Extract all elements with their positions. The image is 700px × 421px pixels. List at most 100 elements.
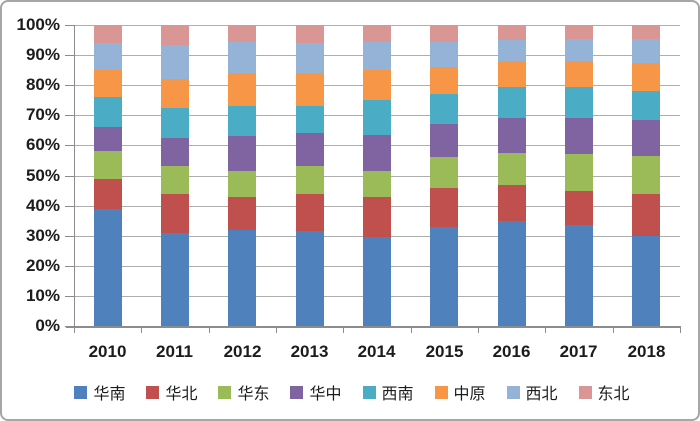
legend-item-华中: 华中: [290, 380, 342, 404]
bar-segment-华南-2016: [498, 220, 526, 326]
y-axis-tick-label: 30%: [25, 226, 60, 245]
bar-segment-华中-2011: [161, 137, 189, 167]
legend-swatch-icon: [362, 385, 376, 399]
bar-segment-华东-2016: [498, 152, 526, 185]
bar-segment-中原-2018: [632, 62, 660, 92]
bar-segment-西北-2014: [363, 41, 391, 71]
bar-segment-西南-2011: [161, 107, 189, 138]
bar-segment-华北-2014: [363, 196, 391, 238]
y-axis-tick-label: 20%: [25, 256, 60, 275]
y-axis-tick-label: 10%: [25, 286, 60, 305]
bar-segment-西北-2010: [94, 43, 122, 71]
bar-segment-华北-2016: [498, 184, 526, 221]
x-axis-category-label: 2013: [290, 342, 329, 361]
bar-segment-西南-2017: [565, 86, 593, 119]
bar-segment-华东-2013: [296, 166, 324, 194]
legend-swatch-icon: [146, 385, 160, 399]
bar-segment-西南-2010: [94, 97, 122, 128]
x-axis-tick: [141, 327, 142, 333]
x-axis-tick: [680, 327, 681, 333]
bar-segment-东北-2015: [430, 25, 458, 42]
bar-segment-西南-2014: [363, 100, 391, 135]
x-axis-category-label: 2011: [156, 342, 193, 361]
legend-swatch-icon: [74, 385, 88, 399]
bar-segment-华北-2010: [94, 178, 122, 209]
bar-segment-中原-2014: [363, 70, 391, 101]
bar-segment-西北-2015: [430, 41, 458, 68]
bar-segment-东北-2018: [632, 25, 660, 39]
bar-segment-西南-2018: [632, 91, 660, 120]
bar-segment-西北-2016: [498, 40, 526, 62]
y-axis-tick: [65, 25, 74, 26]
y-axis-tick-label: 40%: [25, 196, 60, 215]
stacked-bar-2016: [498, 25, 526, 326]
x-axis-category-label: 2018: [627, 342, 666, 361]
bar-segment-东北-2010: [94, 25, 122, 44]
bar-segment-华南-2010: [94, 208, 122, 326]
legend-item-西南: 西南: [362, 380, 414, 404]
bar-segment-华北-2011: [161, 193, 189, 233]
stacked-bar-2012: [228, 25, 256, 326]
y-axis-tick: [65, 236, 74, 237]
bar-segment-西南-2015: [430, 94, 458, 125]
bar-segment-中原-2013: [296, 73, 324, 107]
x-axis-category-label: 2017: [559, 342, 598, 361]
x-axis-tick: [411, 327, 412, 333]
legend-label: 华南: [93, 386, 126, 403]
bar-segment-西北-2011: [161, 44, 189, 80]
x-axis-tick: [613, 327, 614, 333]
x-axis-tick: [478, 327, 479, 333]
legend-label: 华中: [309, 386, 342, 403]
bar-segment-中原-2010: [94, 70, 122, 98]
legend: 华南 华北 华东 华中 西南 中原 西北 东北: [2, 380, 698, 404]
legend-swatch-icon: [218, 385, 232, 399]
stacked-bar-2011: [161, 25, 189, 326]
bar-segment-华南-2012: [228, 229, 256, 326]
x-axis-category-label: 2015: [425, 342, 464, 361]
y-axis-tick-label: 0%: [35, 316, 60, 335]
bar-segment-西南-2013: [296, 106, 324, 134]
stacked-bar-2010: [94, 25, 122, 326]
x-axis-tick: [276, 327, 277, 333]
y-axis-tick: [65, 85, 74, 86]
bar-segment-华东-2011: [161, 166, 189, 194]
bar-segment-华东-2018: [632, 155, 660, 194]
bar-segment-华中-2015: [430, 124, 458, 158]
y-axis-tick: [65, 266, 74, 267]
x-axis-tick: [343, 327, 344, 333]
bar-segment-华中-2014: [363, 134, 391, 171]
x-axis-category-label: 2014: [357, 342, 396, 361]
x-axis-category-label: 2016: [492, 342, 531, 361]
stacked-bar-2015: [430, 25, 458, 326]
bar-segment-中原-2017: [565, 61, 593, 87]
bar-segment-中原-2012: [228, 73, 256, 107]
bar-segment-华中-2012: [228, 136, 256, 171]
bar-segment-华南-2013: [296, 231, 324, 326]
bar-segment-华南-2017: [565, 225, 593, 326]
bar-segment-东北-2011: [161, 25, 189, 45]
legend-label: 华北: [165, 386, 198, 403]
legend-item-中原: 中原: [434, 380, 486, 404]
y-axis-tick-label: 80%: [25, 75, 60, 94]
bar-segment-华东-2014: [363, 171, 391, 197]
bar-segment-东北-2017: [565, 25, 593, 39]
bar-segment-中原-2011: [161, 79, 189, 108]
legend-label: 东北: [597, 386, 630, 403]
legend-label: 华东: [237, 386, 270, 403]
bar-segment-华南-2014: [363, 237, 391, 326]
bar-segment-华北-2013: [296, 193, 324, 232]
y-axis-tick: [65, 145, 74, 146]
legend-item-东北: 东北: [578, 380, 630, 404]
legend-swatch-icon: [290, 385, 304, 399]
legend-swatch-icon: [506, 385, 520, 399]
bar-segment-华中-2017: [565, 118, 593, 155]
y-axis-tick-label: 50%: [25, 166, 60, 185]
y-axis-tick: [65, 176, 74, 177]
bar-segment-华北-2015: [430, 187, 458, 227]
legend-swatch-icon: [578, 385, 592, 399]
y-axis-line: [74, 25, 75, 327]
bar-segment-东北-2014: [363, 25, 391, 42]
y-axis-tick: [65, 206, 74, 207]
bar-segment-西南-2016: [498, 86, 526, 119]
